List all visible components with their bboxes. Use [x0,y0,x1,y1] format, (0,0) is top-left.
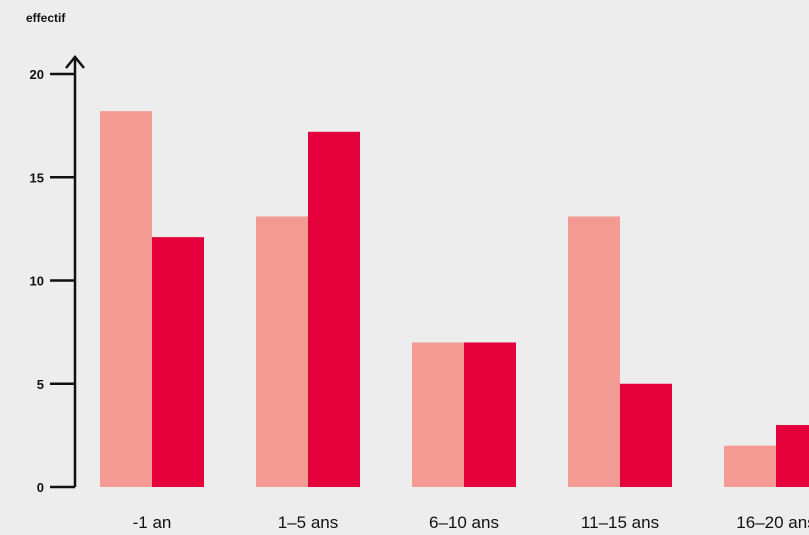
x-tick-label: 16–20 ans [736,513,809,532]
bar-series2-2 [464,342,516,487]
y-tick-label: 15 [30,170,44,185]
y-tick-label: 0 [37,480,44,495]
bar-series2-3 [620,383,672,487]
axes-group [65,55,85,487]
bar-series2-0 [152,237,204,487]
y-tick-label: 20 [30,67,44,82]
bar-series1-2 [412,342,464,487]
x-tick-label: 1–5 ans [278,513,339,532]
y-tick-label: 5 [37,377,44,392]
bar-series1-1 [256,216,308,488]
bar-series2-1 [308,131,360,487]
bar-series2-4 [776,425,809,487]
y-ticks-group: 0 5 10 15 20 [30,67,75,495]
x-ticks-group: -1 an 1–5 ans 6–10 ans 11–15 ans 16–20 ans [133,513,809,532]
bar-series1-0 [100,111,152,488]
x-tick-label: -1 an [133,513,172,532]
bar-series1-4 [724,445,776,487]
y-axis-label: effectif [26,11,66,25]
y-tick-label: 10 [30,274,44,289]
bar-series1-3 [568,216,620,488]
x-tick-label: 6–10 ans [429,513,499,532]
bars-group [100,111,809,488]
y-axis-arrow [65,55,85,69]
x-tick-label: 11–15 ans [581,513,659,532]
